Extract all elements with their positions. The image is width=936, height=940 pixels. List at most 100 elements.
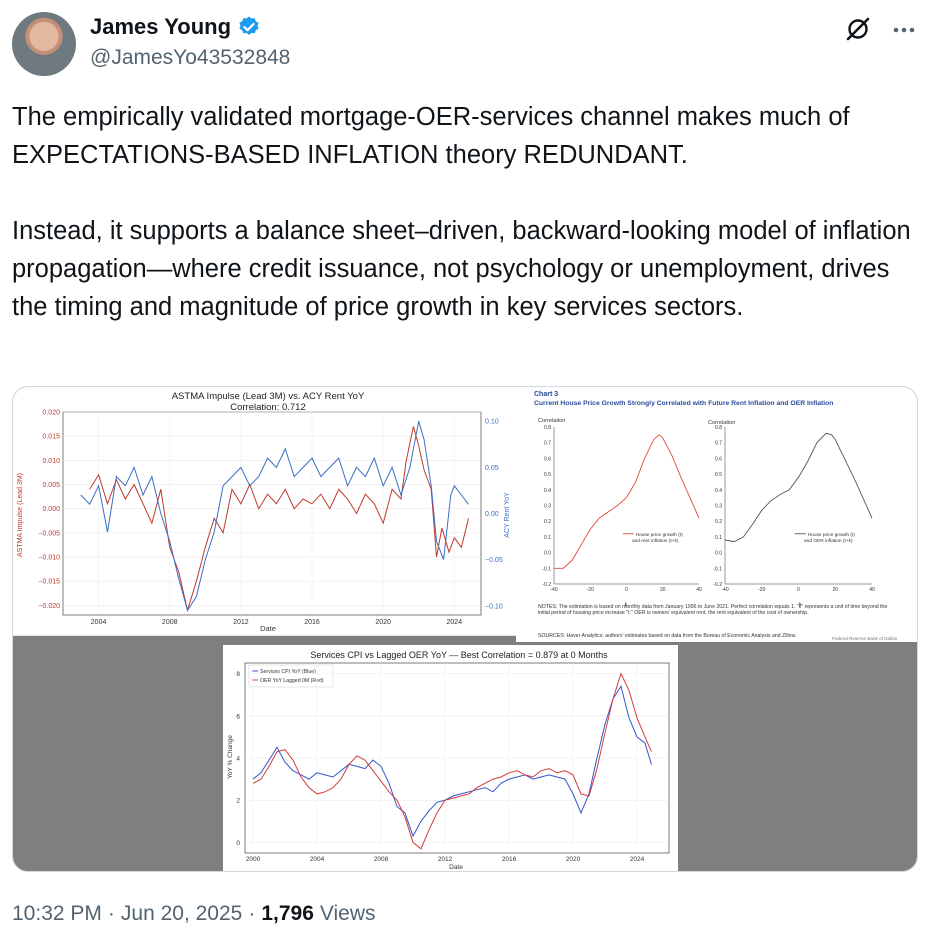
chart1-y-tick: −0.005 <box>38 530 60 537</box>
chart2-legend-text: House price growth (t) <box>636 532 684 538</box>
chart2-y-tick: 0.8 <box>715 425 722 431</box>
avatar[interactable] <box>12 12 76 76</box>
chart2-y-tick: 0.0 <box>715 551 722 557</box>
chart2-title: Chart 3 <box>534 391 558 398</box>
chart1-y-tick: −0.015 <box>38 579 60 586</box>
chart1-y-tick: 0.020 <box>42 410 60 417</box>
chart2-legend-text: and OER inflation (t+k) <box>804 538 853 544</box>
chart2-y-tick: 0.4 <box>544 488 551 494</box>
chart2-y-tick: -0.2 <box>542 582 551 588</box>
chart2-right-xlabel: k <box>799 602 802 608</box>
chart2-y-tick: 0.0 <box>544 551 551 557</box>
dallas-fed-chart: Chart 3 Current House Price Growth Stron… <box>534 391 898 641</box>
chart3-series-oer <box>252 672 652 850</box>
chart2-y-tick: 0.1 <box>715 535 722 541</box>
chart2-y-tick: -0.2 <box>713 582 722 588</box>
chart3-x-tick: 2008 <box>374 856 389 863</box>
chart3-y-tick: 0 <box>236 840 240 847</box>
tweet-text: The empirically validated mortgage-OER-s… <box>12 98 917 326</box>
chart2-x-tick: 40 <box>696 587 702 593</box>
chart2-series-line <box>554 434 700 569</box>
chart1-y-tick: −0.010 <box>38 555 60 562</box>
separator-dot: · <box>107 902 115 925</box>
chart3-legend: Services CPI YoY (Blue) OER YoY Lagged 0… <box>248 664 334 688</box>
chart2-y-tick: 0.2 <box>544 519 551 525</box>
chart3-y-tick: 8 <box>236 671 240 678</box>
chart2-legend-text: and rent inflation (t+k) <box>632 538 679 544</box>
chart2-sources: SOURCES: Haver Analytics; authors' estim… <box>538 633 796 639</box>
chart3-legend-blue: Services CPI YoY (Blue) <box>260 669 316 675</box>
chart1-x-tick: 2016 <box>304 619 320 626</box>
chart2-legend-text: House price growth (t) <box>808 532 856 538</box>
chart1-y-tick: −0.020 <box>38 603 60 610</box>
chart2-y-tick: 0.1 <box>544 535 551 541</box>
chart1-x-tick: 2004 <box>91 619 107 626</box>
more-dots-icon[interactable] <box>890 16 918 44</box>
chart2-y-tick: 0.3 <box>715 504 722 510</box>
chart2-credit: Federal Reserve Bank of Dallas <box>832 636 898 641</box>
astma-chart-image[interactable]: ASTMA Impulse (Lead 3M) vs. ACY Rent YoY… <box>13 387 516 635</box>
chart2-y-tick: 0.6 <box>715 456 722 462</box>
tweet-paragraph-1: The empirically validated mortgage-OER-s… <box>12 103 850 169</box>
chart2-y-tick: 0.3 <box>544 504 551 510</box>
chart1-subtitle: Correlation: 0.712 <box>230 402 306 413</box>
chart2-x-tick: -20 <box>758 587 765 593</box>
chart3-y-tick: 2 <box>236 798 240 805</box>
tweet-footer: 10:32 PM · Jun 20, 2025 · 1,796 Views <box>12 902 376 926</box>
chart1-title: ASTMA Impulse (Lead 3M) vs. ACY Rent YoY <box>172 391 365 402</box>
dallas-fed-chart-image[interactable]: Chart 3 Current House Price Growth Stron… <box>516 387 917 642</box>
chart1-y-tick: 0.000 <box>42 506 60 513</box>
services-cpi-chart-image[interactable]: Services CPI vs Lagged OER YoY — Best Co… <box>223 645 678 871</box>
chart1-y-tick: 0.015 <box>42 434 60 441</box>
chart2-x-tick: 20 <box>832 587 838 593</box>
verified-badge-icon <box>239 16 259 35</box>
chart1-x-tick: 2012 <box>233 619 249 626</box>
tweet-date[interactable]: Jun 20, 2025 <box>120 902 243 925</box>
tweet-paragraph-2: Instead, it supports a balance sheet–dri… <box>12 217 911 321</box>
chart3-legend-red: OER YoY Lagged 0M (Red) <box>260 678 324 684</box>
tweet-time[interactable]: 10:32 PM <box>12 902 102 925</box>
chart1-y2-tick: 0.05 <box>485 465 499 472</box>
media-grid[interactable]: ASTMA Impulse (Lead 3M) vs. ACY Rent YoY… <box>12 386 918 872</box>
chart2-x-tick: -40 <box>721 587 728 593</box>
chart3-x-tick: 2012 <box>438 856 453 863</box>
chart2-y-tick: 0.7 <box>715 441 722 447</box>
author-name[interactable]: James Young <box>90 14 232 39</box>
grok-slash-icon[interactable] <box>845 16 871 42</box>
chart2-x-tick: -20 <box>587 587 594 593</box>
chart2-y-tick: 0.8 <box>544 425 551 431</box>
chart1-y2-tick: 0.00 <box>485 511 499 518</box>
chart2-y-tick: 0.5 <box>715 472 722 478</box>
chart2-notes: NOTES: The estimation is based on monthl… <box>538 604 888 616</box>
chart1-y-tick: 0.005 <box>42 482 60 489</box>
chart2-y-tick: 0.6 <box>544 456 551 462</box>
views-count: 1,796 <box>261 902 314 925</box>
author-handle[interactable]: @JamesYo43532848 <box>90 46 291 69</box>
chart1-ylabel: ASTMA Impulse (Lead 3M) <box>17 473 24 557</box>
author-row: James Young <box>90 14 261 40</box>
chart1-x-tick: 2024 <box>447 619 463 626</box>
chart3-x-tick: 2004 <box>310 856 325 863</box>
chart1-y2-tick: 0.10 <box>485 419 499 426</box>
chart3-title: Services CPI vs Lagged OER YoY — Best Co… <box>310 650 608 660</box>
chart1-xlabel: Date <box>260 624 276 633</box>
chart3-x-tick: 2024 <box>630 856 645 863</box>
chart2-right-ylabel: Correlation <box>708 420 735 426</box>
chart2-x-tick: 40 <box>869 587 875 593</box>
chart2-subtitle: Current House Price Growth Strongly Corr… <box>534 400 833 407</box>
chart1-y-tick: 0.010 <box>42 458 60 465</box>
chart2-y-tick: -0.1 <box>713 566 722 572</box>
chart3-series-services-cpi <box>252 684 652 838</box>
services-cpi-chart: Services CPI vs Lagged OER YoY — Best Co… <box>227 650 670 871</box>
chart1-series-astma <box>89 426 469 613</box>
chart1-y2-tick: −0.05 <box>485 557 503 564</box>
chart3-x-tick: 2016 <box>502 856 517 863</box>
chart2-x-tick: -40 <box>550 587 557 593</box>
views-label: Views <box>319 902 376 925</box>
chart1-x-tick: 2020 <box>375 619 391 626</box>
chart2-y-tick: 0.4 <box>715 488 722 494</box>
chart1-frame <box>62 411 482 616</box>
chart1-series-acy-rent <box>80 421 469 612</box>
chart3-ylabel: YoY % Change <box>227 735 234 779</box>
chart1-x-tick: 2008 <box>162 619 178 626</box>
